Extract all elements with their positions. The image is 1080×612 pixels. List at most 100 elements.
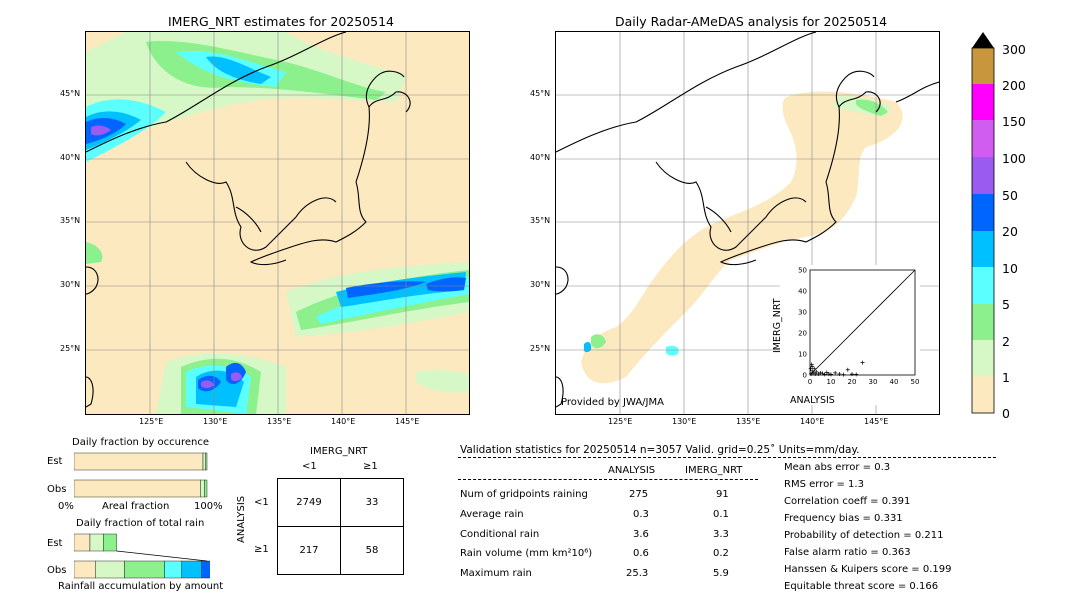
fraction-bar-segment	[164, 560, 182, 579]
right-lon-125: 125°E	[608, 417, 633, 426]
right-coastline	[556, 32, 939, 408]
left-lat-30: 30°N	[60, 280, 81, 289]
scatter-point	[860, 360, 865, 365]
right-lon-130: 130°E	[672, 417, 697, 426]
left-map	[85, 31, 470, 415]
right-lon-140: 140°E	[800, 417, 825, 426]
scatter-point	[820, 371, 825, 376]
left-lat-45: 45°N	[60, 89, 81, 98]
data-credit: Provided by JWA/JMA	[561, 397, 664, 408]
cbar-0: 0	[1002, 406, 1010, 421]
ct-cell-11: 2749	[277, 478, 341, 527]
scatter-point	[812, 366, 817, 371]
ct-cell-21: 217	[277, 526, 341, 575]
fraction-bar-segment	[200, 479, 205, 498]
colorbar	[968, 30, 998, 415]
stat-b-3: 0.2	[713, 548, 729, 559]
scatter-point	[810, 364, 815, 369]
ct-col-ge: ≥1	[363, 461, 378, 472]
ct-col-lt: <1	[302, 461, 317, 472]
stat-a-2: 3.6	[633, 529, 649, 540]
ct-cell-22: 58	[340, 526, 404, 575]
contingency-table: 2749 33 217 58	[277, 478, 404, 575]
fraction-bar-segment	[181, 560, 202, 579]
scatter-point	[811, 370, 816, 375]
right-lat-35: 35°N	[530, 216, 551, 225]
validation-header: Validation statistics for 20250514 n=305…	[460, 444, 860, 456]
left-map-grid	[86, 32, 469, 414]
left-lon-125: 125°E	[139, 417, 164, 426]
ct-col-title: IMERG_NRT	[310, 446, 368, 457]
fraction-bar-segment	[74, 533, 91, 552]
right-map-canvas	[556, 32, 939, 414]
scatter-xtick: 30	[869, 378, 878, 386]
scatter-ytick: 40	[798, 288, 807, 296]
stat-label-1: Average rain	[460, 509, 524, 520]
right-lon-145: 145°E	[864, 417, 889, 426]
scatter-ytick: 20	[798, 330, 807, 338]
stat-label-4: Maximum rain	[460, 568, 532, 579]
stat-a-3: 0.6	[633, 548, 649, 559]
stats-divider	[458, 479, 758, 480]
scatter-point	[809, 371, 814, 376]
cbar-2: 2	[1002, 334, 1010, 349]
occ-axis-left: 0%	[58, 501, 74, 512]
left-lat-25: 25°N	[60, 344, 81, 353]
scatter-point	[808, 366, 813, 371]
scatter-point	[837, 371, 842, 376]
cbar-150: 150	[1002, 114, 1026, 129]
occ-obs-label: Obs	[47, 484, 67, 495]
colorbar-svg	[971, 32, 995, 414]
scatter-ytick: 50	[798, 267, 807, 275]
col-analysis: ANALYSIS	[608, 465, 656, 476]
left-rain-patches	[86, 32, 469, 414]
right-lat-45: 45°N	[530, 89, 551, 98]
score-2: Correlation coeff = 0.391	[784, 496, 911, 507]
scatter-ytick: 0	[803, 372, 807, 380]
scatter-point	[809, 362, 814, 367]
scatter-point	[845, 367, 850, 372]
scatter-xlabel: ANALYSIS	[790, 395, 835, 406]
cbar-10: 10	[1002, 261, 1018, 276]
validation-divider	[458, 457, 996, 458]
scatter-point	[824, 370, 829, 375]
stat-label-3: Rain volume (mm km²10⁶)	[460, 548, 593, 559]
left-map-canvas	[86, 32, 469, 414]
rainfall-bars	[74, 533, 210, 579]
right-lat-25: 25°N	[530, 344, 551, 353]
fraction-bar-segment	[103, 533, 117, 552]
score-6: Hanssen & Kuipers score = 0.199	[784, 564, 952, 575]
scatter-ylabel: IMERG_NRT	[772, 298, 783, 353]
right-lon-135: 135°E	[736, 417, 761, 426]
stat-a-1: 0.3	[633, 509, 649, 520]
score-7: Equitable threat score = 0.166	[784, 581, 939, 592]
cbar-5: 5	[1002, 297, 1010, 312]
scatter-point	[816, 371, 821, 376]
scatter-ytick: 10	[798, 351, 807, 359]
cbar-100: 100	[1002, 151, 1026, 166]
scatter-point	[829, 372, 833, 377]
stat-label-2: Conditional rain	[460, 529, 540, 540]
stat-b-0: 91	[716, 489, 729, 500]
fraction-bar-segment	[205, 452, 208, 471]
rain-title: Daily fraction of total rain	[76, 518, 205, 529]
fraction-bar-segment	[74, 479, 201, 498]
scatter-point	[850, 372, 854, 377]
fraction-bar-segment	[74, 560, 96, 579]
scatter-xtick: 10	[827, 378, 836, 386]
scatter-point	[854, 372, 859, 377]
score-4: Probability of detection = 0.211	[784, 530, 944, 541]
scatter-point	[818, 370, 823, 375]
left-lat-40: 40°N	[60, 153, 81, 162]
score-3: Frequency bias = 0.331	[784, 513, 903, 524]
occ-axis-mid: Areal fraction	[102, 501, 170, 512]
rain-axis: Rainfall accumulation by amount	[58, 581, 224, 592]
occurrence-bars	[74, 452, 208, 498]
scatter-xtick: 40	[890, 378, 899, 386]
occ-est-label: Est	[47, 456, 63, 467]
right-map-title: Daily Radar-AMeDAS analysis for 20250514	[615, 14, 888, 29]
scatter-point	[833, 370, 838, 375]
fraction-bar-segment	[74, 452, 204, 471]
scatter-xtick: 20	[848, 378, 857, 386]
rain-est-label: Est	[47, 538, 63, 549]
